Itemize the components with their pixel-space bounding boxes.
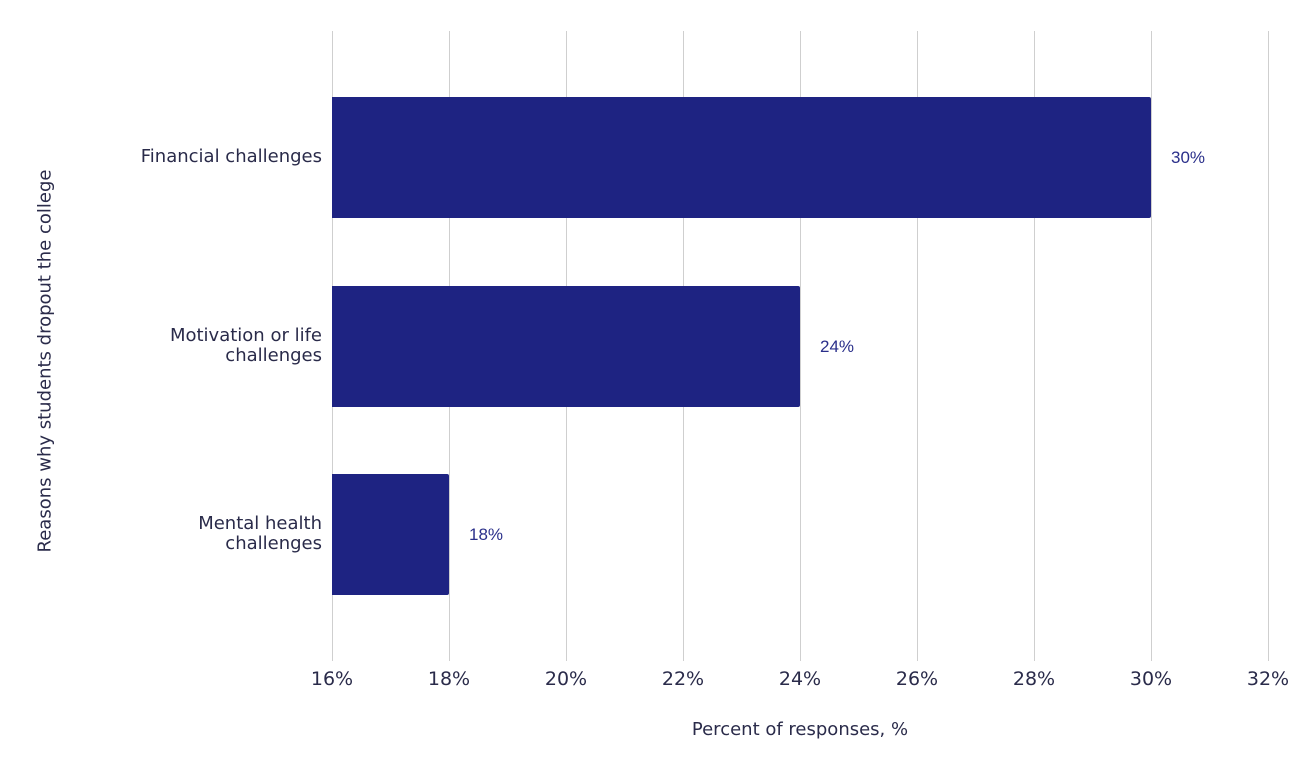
x-tick: 22% xyxy=(661,668,705,690)
bar-motivation-or-life-challenges[interactable] xyxy=(332,286,800,407)
gridline xyxy=(1268,31,1269,661)
category-label: Motivation or life challenges xyxy=(169,325,322,366)
gridline xyxy=(1151,31,1152,661)
gridline xyxy=(1034,31,1035,661)
x-tick: 18% xyxy=(427,668,471,690)
x-tick: 30% xyxy=(1129,668,1173,690)
category-label: Mental health challenges xyxy=(198,513,322,554)
y-axis-title: Reasons why students dropout the college xyxy=(34,169,56,553)
category-label: Financial challenges xyxy=(140,146,322,167)
x-tick: 16% xyxy=(310,668,354,690)
bar-financial-challenges[interactable] xyxy=(332,97,1151,218)
bar-value-label: 18% xyxy=(469,525,504,544)
x-tick: 24% xyxy=(778,668,822,690)
bar-value-label: 30% xyxy=(1171,148,1206,167)
x-tick: 28% xyxy=(1012,668,1056,690)
gridline xyxy=(800,31,801,661)
x-tick: 20% xyxy=(544,668,588,690)
x-tick: 32% xyxy=(1246,668,1290,690)
gridline xyxy=(917,31,918,661)
bar-value-label: 24% xyxy=(820,337,855,356)
x-tick: 26% xyxy=(895,668,939,690)
x-axis-title: Percent of responses, % xyxy=(691,719,909,740)
bar-mental-health-challenges[interactable] xyxy=(332,474,449,595)
